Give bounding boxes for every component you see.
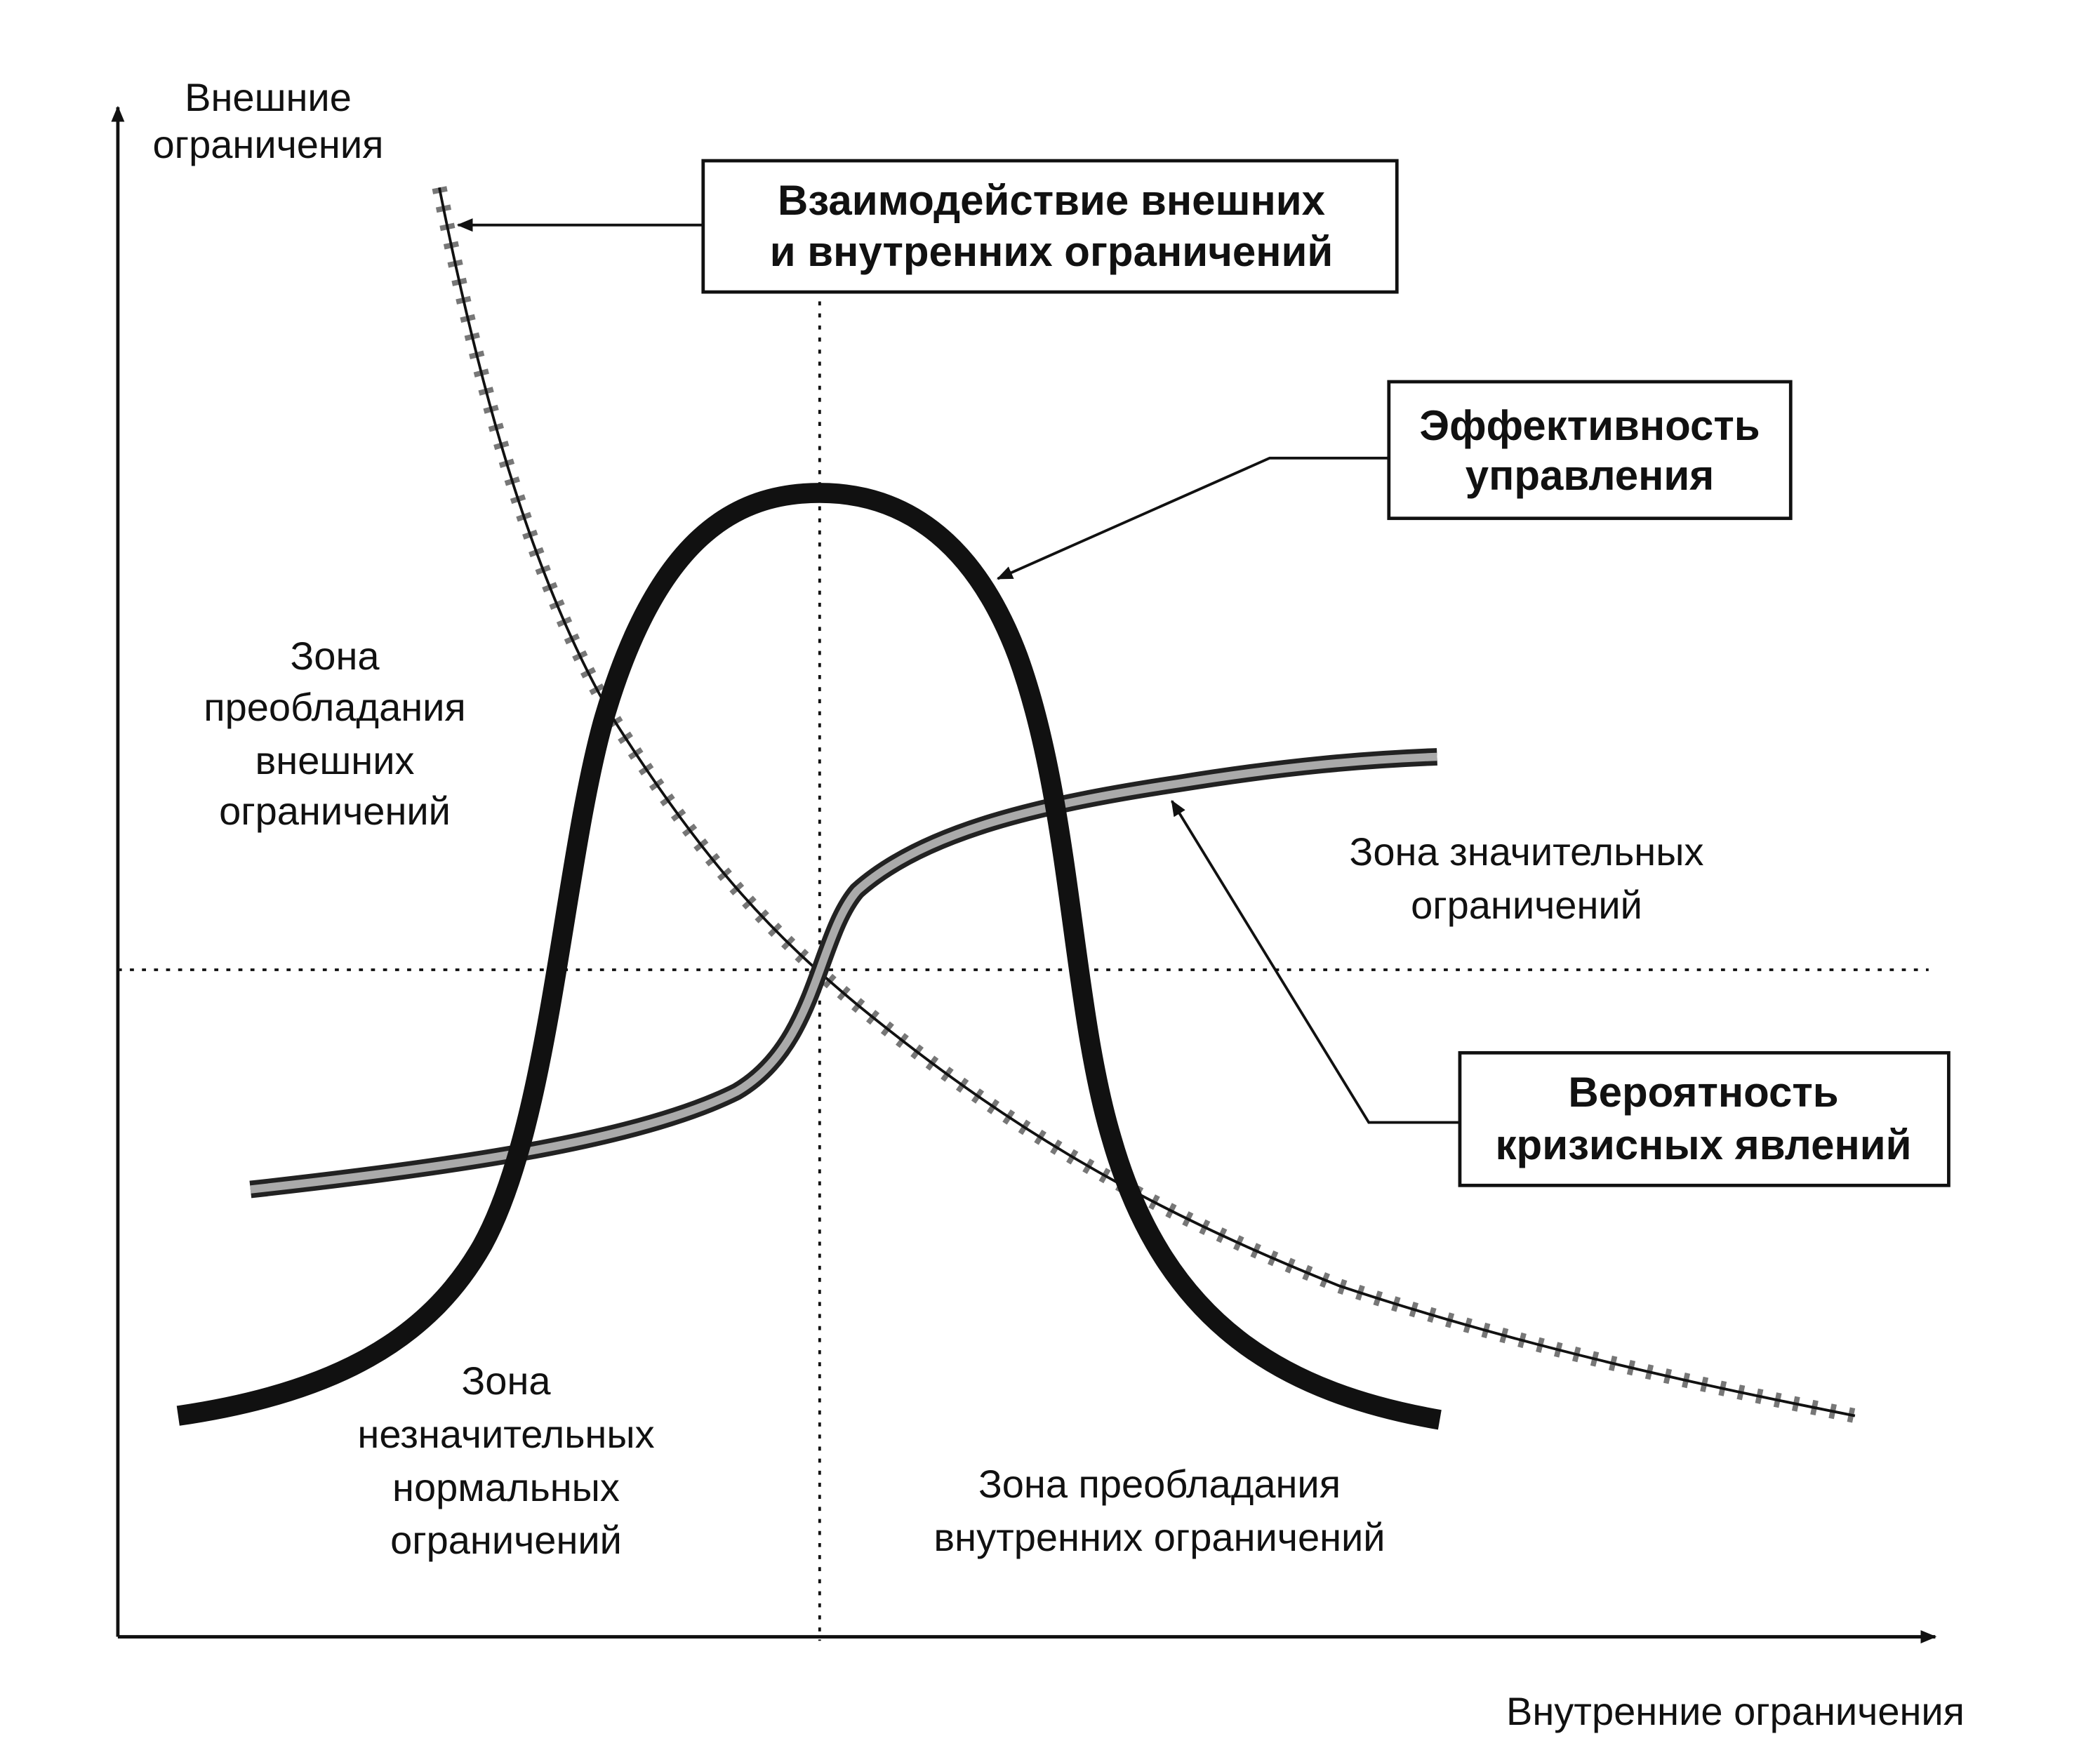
crisis-curve [250,752,1437,1194]
drawing [111,105,1951,1644]
box-label: кризисных явлений [1496,1121,1912,1168]
box-label: управления [1466,452,1715,499]
box-label: Эффективность [1419,402,1760,449]
arrow [996,456,1389,580]
zone-label: Зона [461,1359,551,1403]
zone-label: Зона [290,634,380,678]
zone-label: внешних [255,738,415,782]
zone-label: Зона преобладания [978,1462,1341,1506]
zone-label: внутренних ограничений [933,1515,1385,1559]
x-axis-label: Внутренние ограничения [1506,1689,1965,1733]
box-label: Взаимодействие внешних [778,177,1325,224]
zone-label: ограничений [1411,883,1642,927]
y-axis-label: Внешние [185,75,352,119]
zone-label: нормальных [392,1465,620,1509]
zone-label: незначительных [357,1412,654,1456]
box [701,159,1399,294]
zone-label: преобладания [204,685,466,729]
box [1387,380,1793,521]
zone-label: ограничений [390,1518,622,1562]
box [1458,1050,1951,1187]
box-label: и внутренних ограничений [770,228,1334,275]
box-label: Вероятность [1568,1069,1838,1116]
interaction-curve-line [438,187,1856,1417]
zone-label: ограничений [219,789,451,833]
y-axis-label: ограничения [153,122,384,166]
zone-label: Зона значительных [1350,829,1704,874]
arrow [1171,799,1460,1124]
efficiency-curve [176,483,1442,1430]
